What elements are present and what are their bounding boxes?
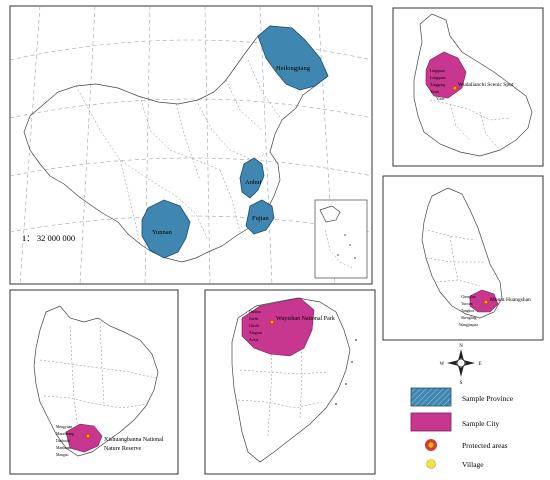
- legend-swatch-city: [410, 412, 452, 432]
- map-scale: 1： 32 000 000: [22, 233, 75, 243]
- legend-label-province: Sample Province: [462, 394, 514, 403]
- compass-south-arrow: [458, 365, 464, 377]
- spot-label-line1: Xishuangbanna National: [104, 437, 164, 443]
- village-label: Jiufen: [249, 317, 258, 321]
- village-label: Yuxin: [430, 90, 439, 94]
- spot-label: Wuyishan National Park: [276, 316, 335, 322]
- legend-village-icon: [426, 459, 436, 469]
- city-yunnan: [65, 423, 103, 453]
- legend-label-protected: Protected areas: [462, 441, 508, 450]
- spot-label: Wudalianchi Scenic Spot: [458, 82, 514, 88]
- village-label: Mangao: [56, 453, 69, 457]
- village-label: Dazhaidi: [56, 439, 70, 443]
- label-yunnan: Yunnan: [152, 229, 173, 236]
- village-label: Manhuan: [56, 446, 70, 450]
- village-label: Lingquan: [430, 69, 445, 73]
- legend-swatch-province: [410, 387, 452, 407]
- inset-anhui: Mount Huangshan Chenglan Tuocun Tangkou …: [382, 175, 544, 341]
- spot-label-line2: Nature Reserve: [104, 446, 141, 452]
- inset-yunnan: Xishuangbanna National Nature Reserve Me…: [9, 289, 179, 475]
- main-china-map: Heilongjiang Anhui Fujian Yunnan 1： 32 0…: [9, 5, 373, 285]
- legend-label-city: Sample City: [462, 419, 500, 428]
- spot-label: Mount Huangshan: [490, 297, 531, 303]
- village-label: Shengling: [461, 316, 477, 320]
- village-label: Tuocun: [461, 302, 473, 306]
- legend: Sample Province Sample City Protected ar…: [410, 387, 514, 469]
- compass-west-arrow: [447, 360, 459, 366]
- province-heilongjiang: [257, 25, 329, 91]
- city-fujian: [241, 297, 315, 357]
- yunnan-outline: [33, 305, 159, 457]
- legend-label-village: Village: [462, 460, 484, 469]
- village-label: Wangjiaqiao: [459, 323, 478, 327]
- village-label: Xinggong: [430, 83, 445, 87]
- compass-e: E: [478, 362, 481, 367]
- province-borders: [75, 59, 283, 245]
- anhui-outline: [421, 187, 503, 319]
- province-yunnan: [141, 199, 191, 259]
- label-heilongjiang: Heilongjiang: [276, 65, 311, 72]
- compass-east-arrow: [463, 360, 475, 366]
- china-outline: [23, 25, 329, 263]
- compass-n: N: [459, 344, 463, 349]
- heilongjiang-outline: [413, 13, 533, 157]
- village-label: Tangkou: [461, 309, 474, 313]
- province-fujian: [245, 199, 275, 235]
- inset-fujian: Wuyishan National Park Dazhou Jiufen Chi…: [204, 289, 376, 475]
- inset-heilongjiang: Wudalianchi Scenic Spot Lingquan Longqua…: [392, 7, 544, 167]
- label-anhui: Anhui: [245, 179, 261, 186]
- south-china-sea-inset: [314, 199, 368, 279]
- compass-s: S: [460, 381, 463, 386]
- compass-north-arrow: [458, 349, 464, 361]
- village-label: Mengyuan: [56, 425, 72, 429]
- village-label: Aoxia: [249, 338, 259, 342]
- village-label: Dazhou: [249, 310, 261, 314]
- village-label: Chishi: [249, 324, 259, 328]
- village-label: Longquan: [430, 76, 445, 80]
- village-label: Manzhuang: [56, 432, 74, 436]
- village-label: Xingcun: [249, 331, 262, 335]
- village-label: Chenglan: [461, 295, 476, 299]
- label-fujian: Fujian: [252, 215, 269, 222]
- compass-rose: N S W E: [440, 344, 482, 386]
- province-anhui: [239, 157, 265, 199]
- village-label: Yixin: [436, 97, 445, 101]
- compass-w: W: [440, 362, 445, 367]
- fujian-outline: [231, 297, 351, 463]
